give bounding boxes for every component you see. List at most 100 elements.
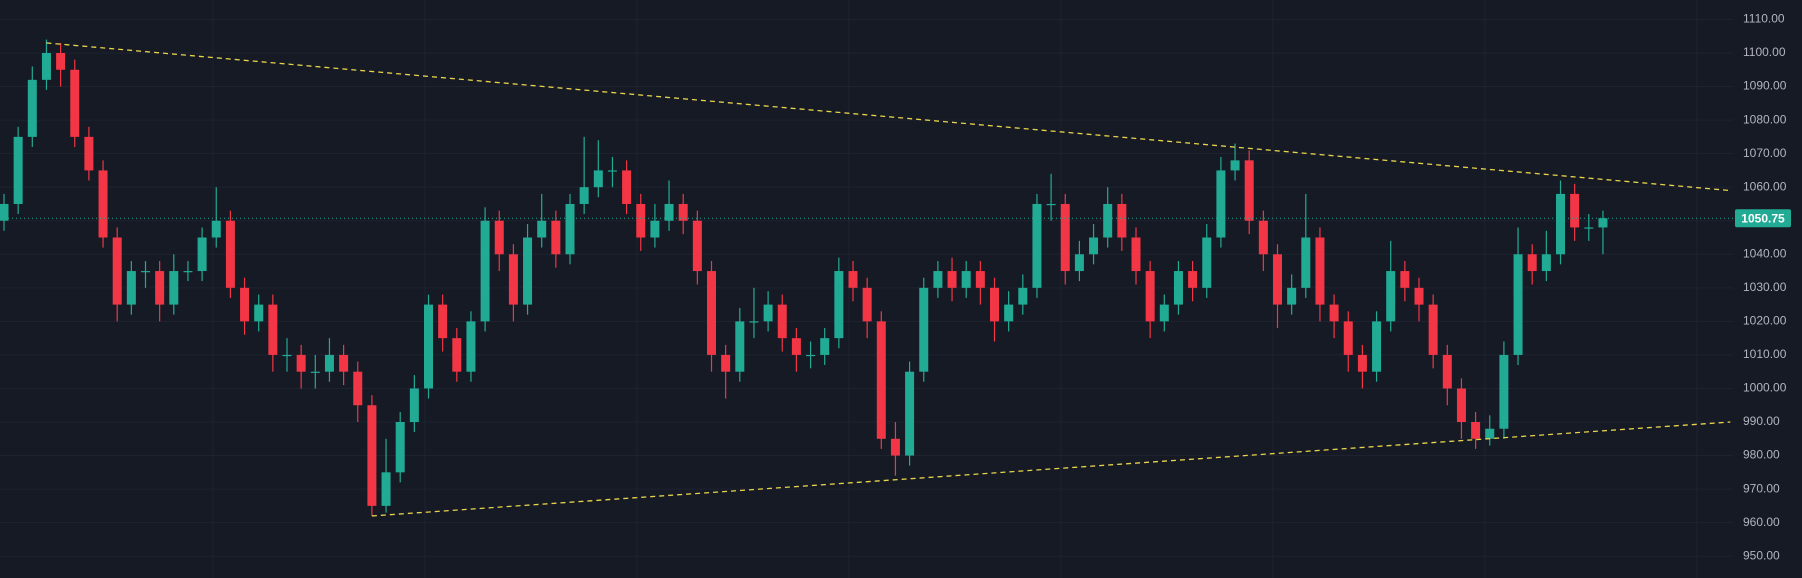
candle-body <box>820 338 830 355</box>
y-tick-label: 970.00 <box>1743 481 1780 495</box>
candle-body <box>98 170 108 238</box>
candle-body <box>565 203 575 255</box>
candle-body <box>452 338 462 372</box>
candle-body <box>1442 354 1452 389</box>
candle-body <box>1485 428 1495 439</box>
y-tick-label: 1020.00 <box>1743 314 1787 328</box>
candle-body <box>41 53 51 80</box>
candle-body <box>919 287 929 372</box>
candle-body <box>1287 287 1297 305</box>
candle-body <box>480 220 490 322</box>
candle-body <box>466 321 476 372</box>
candle-body <box>225 220 235 288</box>
candle-body <box>1159 304 1169 322</box>
candle-body <box>282 354 292 357</box>
candle-body <box>1301 237 1311 288</box>
candle-body <box>1089 237 1099 255</box>
candle-body <box>1188 271 1198 288</box>
candle-body <box>1499 354 1509 429</box>
candle-body <box>1584 227 1594 229</box>
candle-body <box>749 321 759 323</box>
candle-body <box>933 271 943 288</box>
candle-body <box>607 170 617 172</box>
candle-body <box>1372 321 1382 372</box>
candle-body <box>622 170 632 204</box>
candle-body <box>141 271 150 273</box>
candle-body <box>268 304 278 355</box>
candle-body <box>27 79 37 137</box>
candle-body <box>1173 271 1183 305</box>
candle-body <box>1131 237 1141 272</box>
candle-body <box>1414 287 1424 305</box>
candle-body <box>1074 254 1084 272</box>
y-tick-label: 1070.00 <box>1743 146 1787 160</box>
candle-body <box>961 271 971 288</box>
candle-body <box>551 220 561 255</box>
candle-body <box>1471 422 1481 439</box>
candle-body <box>862 287 872 322</box>
candle-body <box>494 220 504 255</box>
candle-body <box>1244 160 1254 221</box>
y-tick-label: 1090.00 <box>1743 79 1787 93</box>
candle-body <box>1428 304 1438 355</box>
candle-body <box>593 170 603 188</box>
candle-body <box>650 220 660 238</box>
y-tick-label: 1080.00 <box>1743 112 1787 126</box>
last-price-badge <box>1735 209 1791 228</box>
y-tick-label: 960.00 <box>1743 515 1780 529</box>
y-tick-label: 1100.00 <box>1743 45 1786 59</box>
candle-body <box>1598 218 1608 228</box>
candle-body <box>1117 203 1127 238</box>
candle-body <box>806 354 816 357</box>
trendline <box>371 421 1731 517</box>
candle-body <box>1527 254 1537 272</box>
candle-body <box>777 304 787 339</box>
y-tick-label: 1030.00 <box>1743 280 1787 294</box>
candle-body <box>905 371 915 456</box>
candle-body <box>890 438 900 456</box>
trendline <box>46 42 1731 192</box>
y-tick-label: 1010.00 <box>1743 347 1787 361</box>
candle-body <box>211 220 221 238</box>
candle-body <box>1230 160 1240 171</box>
candle-body <box>975 271 985 288</box>
candle-body <box>310 371 320 373</box>
candle-body <box>1343 321 1353 355</box>
candle-body <box>1556 193 1565 255</box>
candle-body <box>409 388 419 423</box>
candle-body <box>1570 193 1580 228</box>
candle-body <box>112 237 122 305</box>
candle-body <box>834 271 844 339</box>
candle-body <box>1018 287 1028 305</box>
candle-body <box>523 237 533 305</box>
candle-body <box>0 203 9 221</box>
candle-body <box>324 354 334 372</box>
candle-body <box>791 338 801 355</box>
candle-body <box>947 271 957 288</box>
candle-body <box>1541 254 1551 272</box>
candle-body <box>1329 304 1339 322</box>
candle-body <box>537 220 547 238</box>
candle-body <box>636 203 646 238</box>
candle-body <box>1004 304 1014 322</box>
candle-body <box>1103 203 1113 238</box>
candle-body <box>1060 203 1070 272</box>
candle-body <box>848 271 858 288</box>
candle-body <box>1202 237 1212 288</box>
candle-body <box>721 354 731 372</box>
y-tick-label: 1060.00 <box>1743 179 1787 193</box>
candle-body <box>438 304 448 339</box>
candle-body <box>664 203 674 221</box>
candle-body <box>395 422 405 473</box>
candle-body <box>508 254 518 305</box>
candle-body <box>1513 254 1523 355</box>
candle-body <box>126 271 136 305</box>
candle-body <box>424 304 433 389</box>
candle-body <box>169 271 179 305</box>
candle-body <box>735 321 745 372</box>
candle-body <box>84 136 94 171</box>
candle-body <box>579 187 589 204</box>
candle-body <box>183 271 193 273</box>
candle-body <box>367 405 377 506</box>
y-tick-label: 990.00 <box>1743 414 1780 428</box>
